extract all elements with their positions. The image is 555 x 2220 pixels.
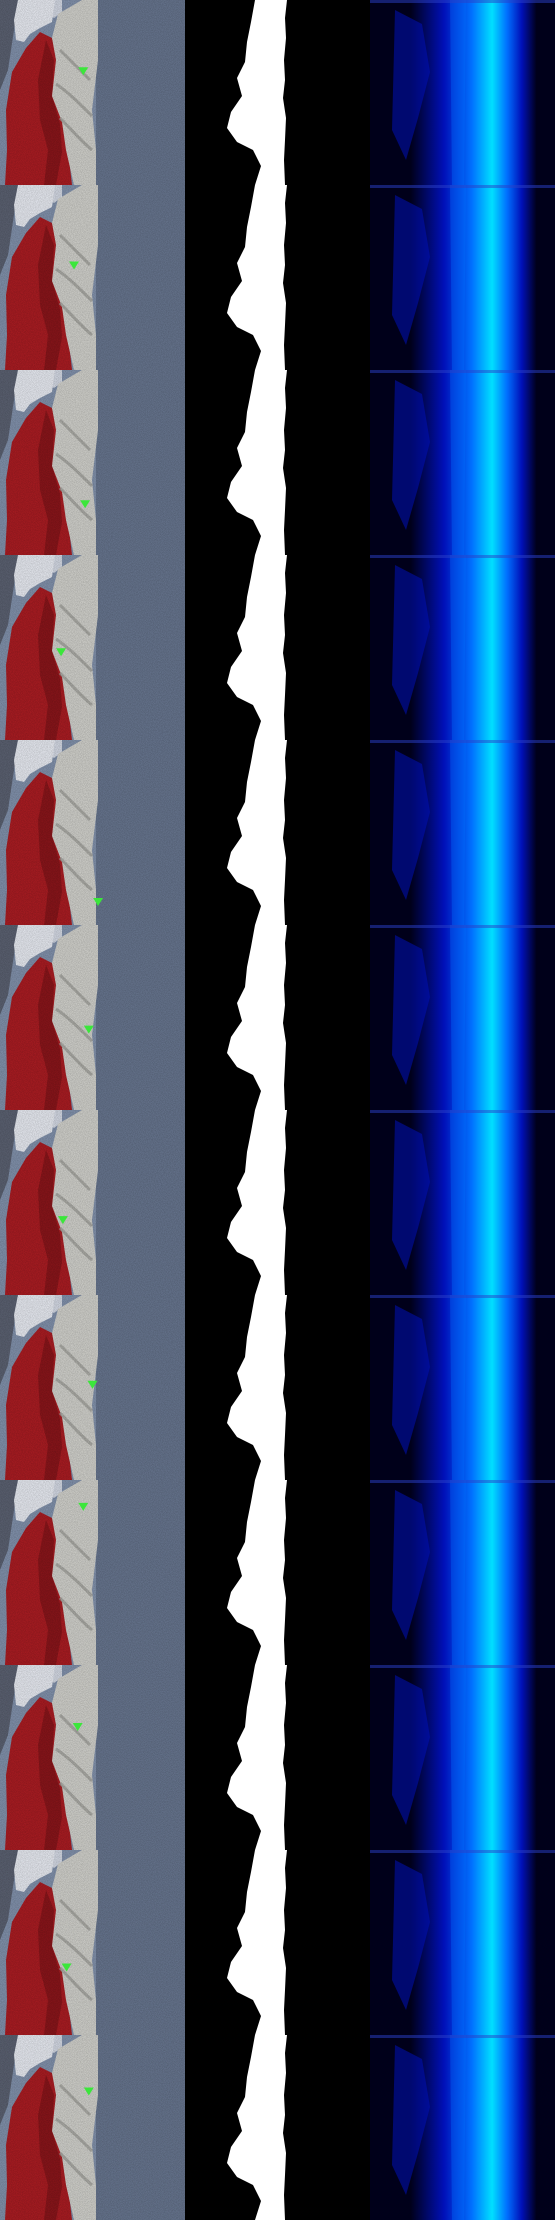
segmentation-mask-panel bbox=[185, 370, 370, 555]
result-row bbox=[0, 1665, 555, 1850]
noisy-photo-panel bbox=[0, 0, 185, 185]
heatmap-panel bbox=[370, 1110, 555, 1295]
segmentation-mask-panel bbox=[185, 2035, 370, 2220]
heatmap-panel bbox=[370, 740, 555, 925]
noisy-photo-panel bbox=[0, 1110, 185, 1295]
result-row bbox=[0, 1295, 555, 1480]
heatmap-panel bbox=[370, 1850, 555, 2035]
segmentation-mask-panel bbox=[185, 1665, 370, 1850]
noisy-photo-panel bbox=[0, 1665, 185, 1850]
heatmap-panel bbox=[370, 2035, 555, 2220]
result-row bbox=[0, 555, 555, 740]
result-row bbox=[0, 0, 555, 185]
segmentation-mask-panel bbox=[185, 1480, 370, 1665]
result-row bbox=[0, 1480, 555, 1665]
noisy-photo-panel bbox=[0, 1850, 185, 2035]
noisy-photo-panel bbox=[0, 370, 185, 555]
heatmap-panel bbox=[370, 1665, 555, 1850]
segmentation-mask-panel bbox=[185, 0, 370, 185]
result-row bbox=[0, 740, 555, 925]
result-row bbox=[0, 185, 555, 370]
noisy-photo-panel bbox=[0, 185, 185, 370]
noisy-photo-panel bbox=[0, 2035, 185, 2220]
segmentation-mask-panel bbox=[185, 1295, 370, 1480]
noisy-photo-panel bbox=[0, 555, 185, 740]
heatmap-panel bbox=[370, 0, 555, 185]
segmentation-mask-panel bbox=[185, 925, 370, 1110]
segmentation-mask-panel bbox=[185, 185, 370, 370]
noisy-photo-panel bbox=[0, 1480, 185, 1665]
segmentation-mask-panel bbox=[185, 555, 370, 740]
heatmap-panel bbox=[370, 925, 555, 1110]
heatmap-panel bbox=[370, 1480, 555, 1665]
segmentation-mask-panel bbox=[185, 1850, 370, 2035]
noisy-photo-panel bbox=[0, 925, 185, 1110]
heatmap-panel bbox=[370, 1295, 555, 1480]
result-row bbox=[0, 1850, 555, 2035]
result-row bbox=[0, 925, 555, 1110]
result-row bbox=[0, 1110, 555, 1295]
segmentation-mask-panel bbox=[185, 1110, 370, 1295]
noisy-photo-panel bbox=[0, 740, 185, 925]
result-row bbox=[0, 2035, 555, 2220]
heatmap-panel bbox=[370, 555, 555, 740]
heatmap-panel bbox=[370, 370, 555, 555]
result-row bbox=[0, 370, 555, 555]
heatmap-panel bbox=[370, 185, 555, 370]
noisy-photo-panel bbox=[0, 1295, 185, 1480]
segmentation-mask-panel bbox=[185, 740, 370, 925]
